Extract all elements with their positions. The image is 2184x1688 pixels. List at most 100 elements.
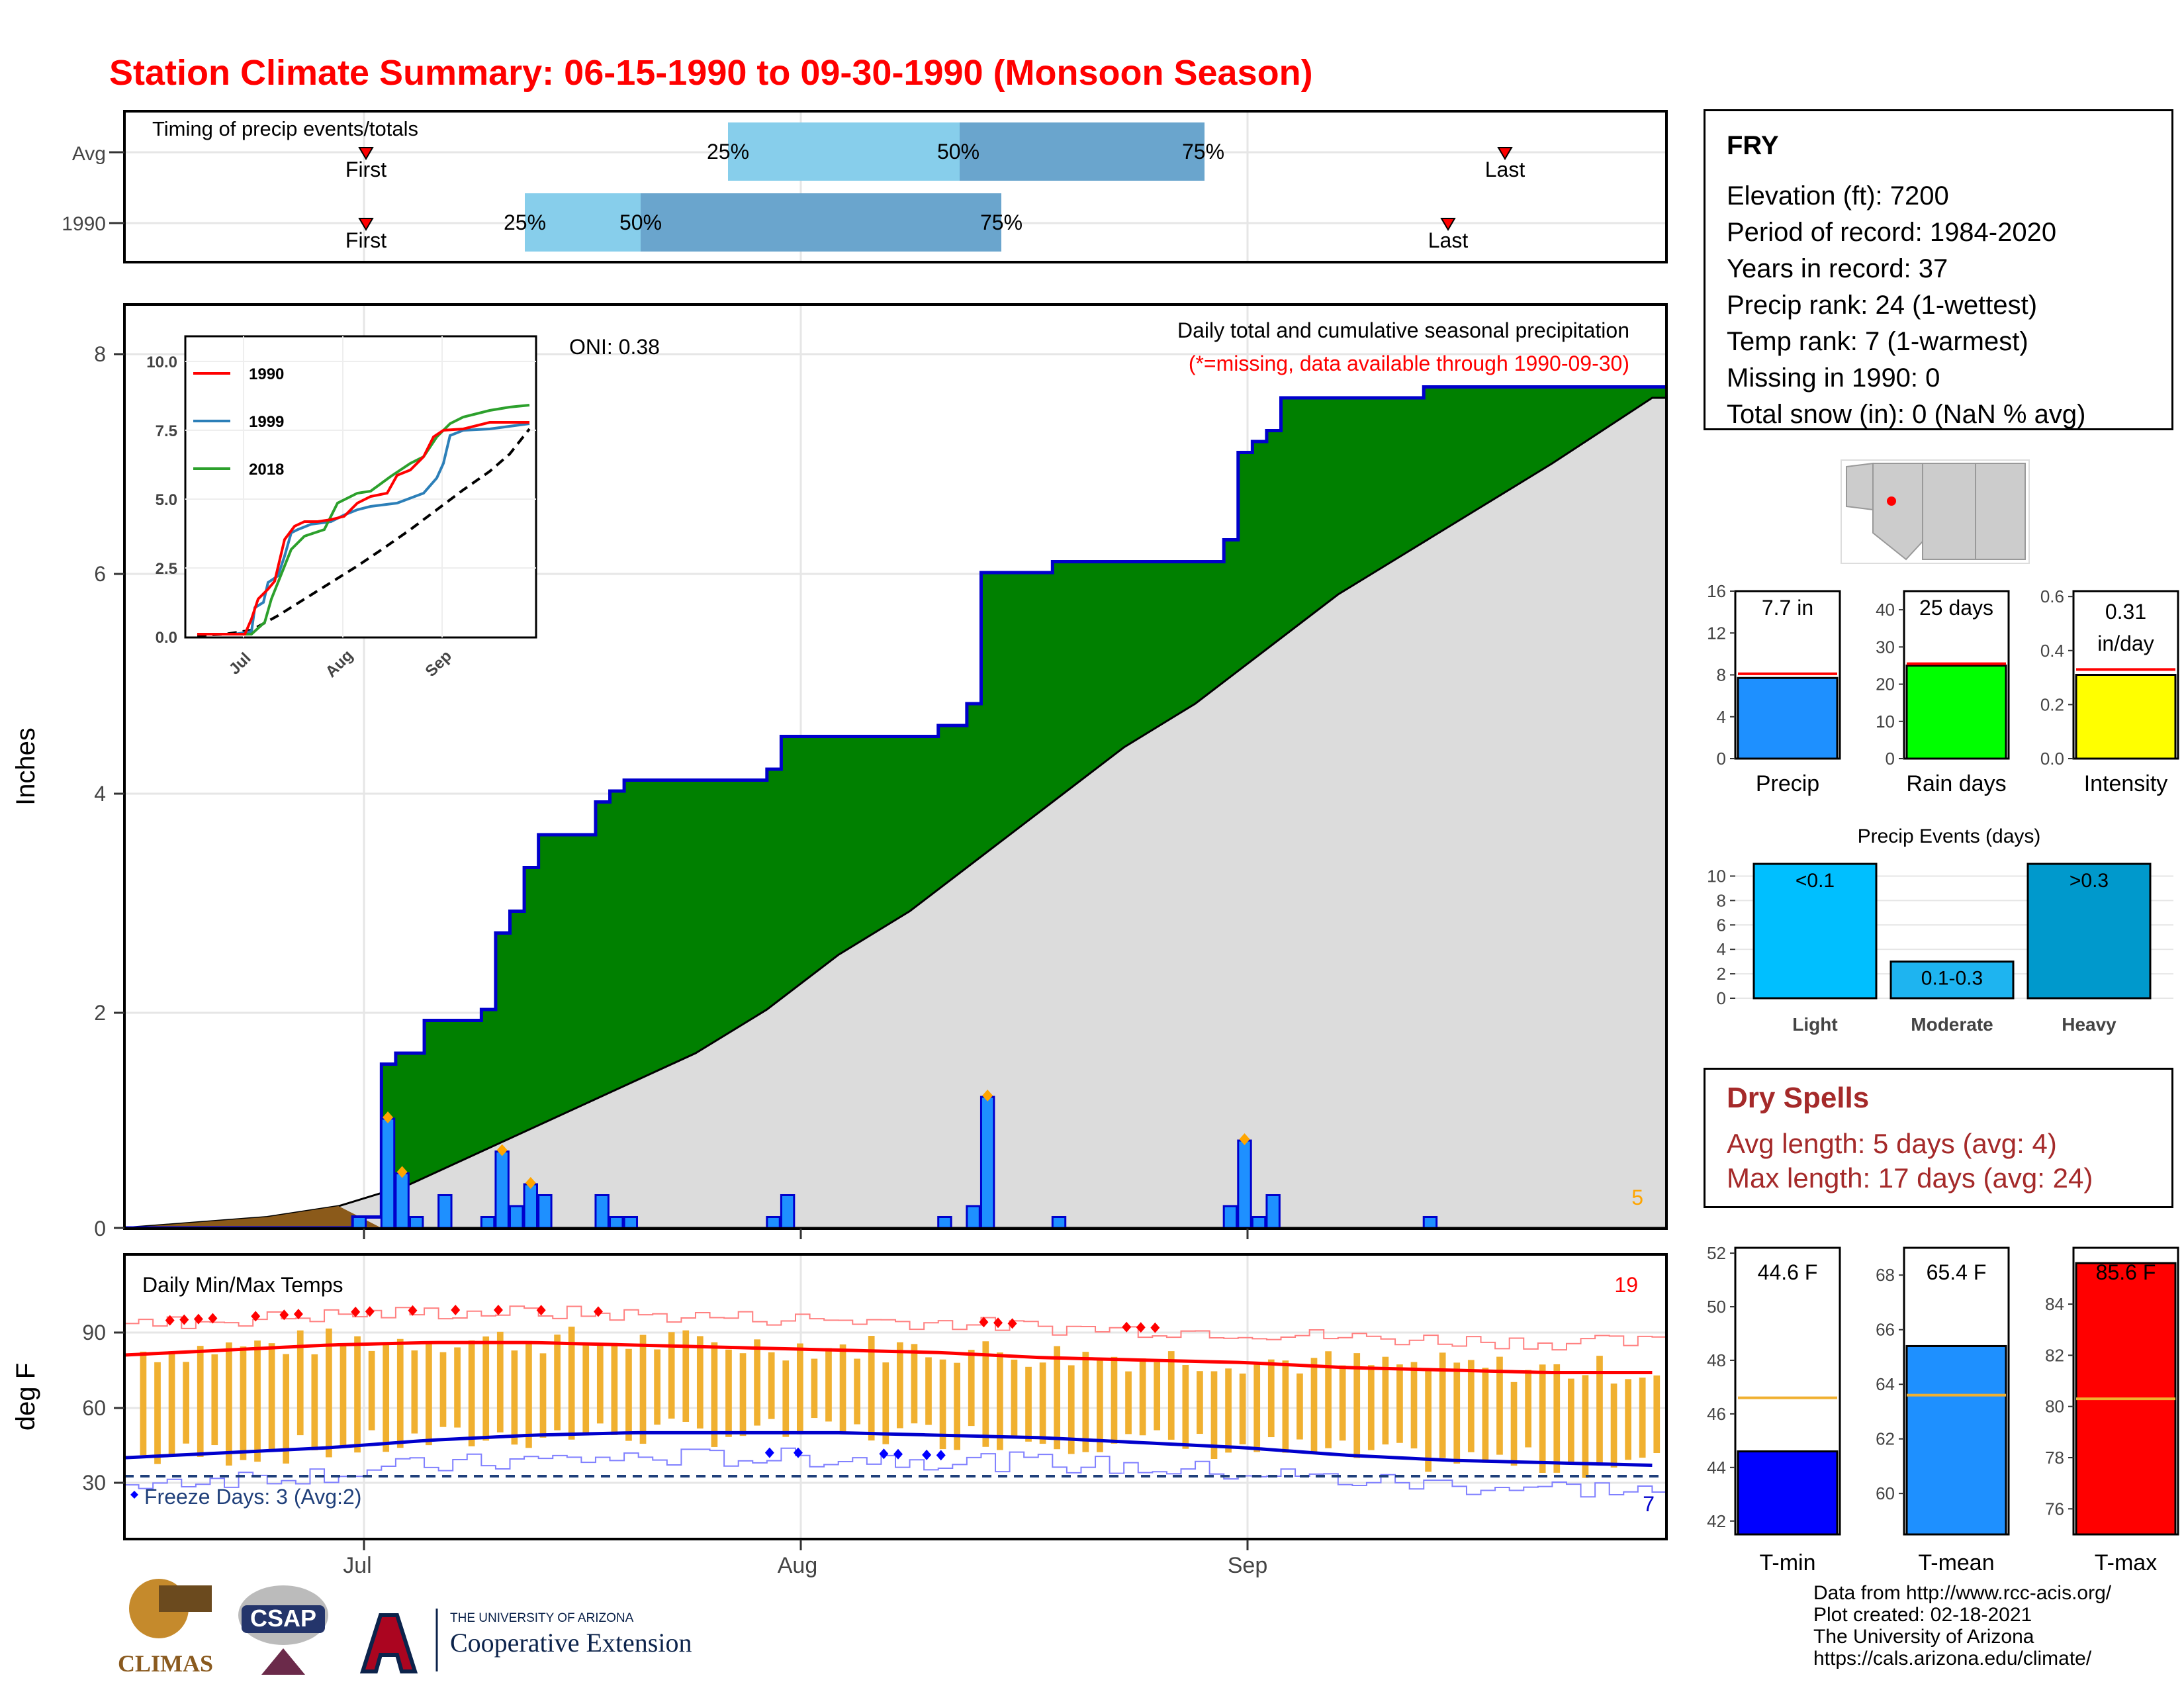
map-state-newmexico bbox=[1922, 463, 1976, 560]
event-bar-label: Heavy bbox=[2062, 1014, 2116, 1035]
credit-plot-created: Plot created: 02-18-2021 bbox=[1813, 1604, 2032, 1626]
daily-temp-range-bar bbox=[140, 1351, 147, 1456]
freeze-days-label: Freeze Days: 3 (Avg:2) bbox=[144, 1485, 361, 1509]
temp-bar-ytick: 84 bbox=[2045, 1294, 2064, 1314]
daily-precip-bar bbox=[494, 1150, 510, 1229]
record-high-marker bbox=[193, 1313, 203, 1325]
daily-precip-marker bbox=[383, 1111, 394, 1123]
deficit-area bbox=[124, 1206, 382, 1228]
y1990-last-label: Last bbox=[1428, 228, 1469, 252]
precip-frame bbox=[123, 303, 1668, 1230]
daily-temp-range-bar bbox=[426, 1344, 432, 1446]
mini-bar-value-label: 0.31 bbox=[2105, 600, 2146, 624]
daily-temp-range-bar bbox=[1482, 1368, 1489, 1463]
daily-temp-range-bar bbox=[368, 1350, 375, 1430]
daily-temp-range-bar bbox=[639, 1335, 647, 1444]
temp-bar-ytick: 50 bbox=[1707, 1297, 1726, 1317]
inset-xtick-sep: Sep bbox=[422, 647, 455, 680]
daily-precip-bar bbox=[351, 1216, 367, 1229]
record-high-marker bbox=[251, 1311, 261, 1322]
temp-bar-ytick: 60 bbox=[1876, 1483, 1895, 1503]
y1990-25pct-label: 25% bbox=[504, 211, 546, 234]
timing-row-avg-label: Avg bbox=[72, 143, 106, 165]
inset-ytick-5: 5.0 bbox=[156, 491, 177, 509]
daily-precip-bar bbox=[537, 1194, 553, 1229]
events-ytick: 8 bbox=[1717, 890, 1726, 910]
event-bar bbox=[2026, 863, 2152, 1000]
daily-temp-range-bar bbox=[725, 1349, 732, 1437]
record-high-marker bbox=[165, 1315, 175, 1326]
precip-events-chart: Precip Events (days) 0 2 4 6 8 10 <0.1 Light 0.1… bbox=[1707, 825, 2173, 1035]
daily-precip-bar bbox=[780, 1194, 796, 1229]
record-high-marker bbox=[451, 1304, 461, 1315]
daily-temp-range-bar bbox=[1239, 1373, 1246, 1444]
precip-ytick-6: 6 bbox=[94, 562, 106, 586]
daily-temp-range-bar bbox=[1396, 1364, 1403, 1443]
cumulative-1990-line bbox=[124, 385, 1666, 1230]
temp-bar-value-label: 85.6 F bbox=[2096, 1260, 2156, 1284]
daily-temp-range-bar bbox=[1339, 1365, 1346, 1441]
daily-temp-range-bar bbox=[868, 1336, 875, 1441]
event-bar-inner-label: <0.1 bbox=[1796, 870, 1835, 892]
event-bar-label: Moderate bbox=[1911, 1014, 1993, 1035]
daily-temp-range-bar bbox=[1539, 1364, 1546, 1473]
mini-bar-ytick: 0 bbox=[1717, 749, 1726, 769]
record-high-marker bbox=[1007, 1318, 1017, 1329]
precip-ylabel: Inches bbox=[11, 727, 40, 806]
record-high-marker bbox=[293, 1309, 303, 1320]
oni-label: ONI: 0.38 bbox=[569, 335, 660, 359]
temp-bar-ytick: 52 bbox=[1707, 1243, 1726, 1263]
inset-frame bbox=[184, 335, 537, 639]
temp-bar-ytick: 64 bbox=[1876, 1374, 1895, 1394]
daily-temp-range-bar bbox=[268, 1343, 275, 1452]
daily-precip-bar bbox=[766, 1216, 781, 1229]
map-state-right bbox=[1975, 463, 2026, 560]
event-bar-label: Light bbox=[1792, 1014, 1837, 1035]
mini-bar-value bbox=[1905, 664, 2007, 760]
location-map bbox=[1841, 459, 2030, 564]
temp-bar-ytick: 62 bbox=[1876, 1429, 1895, 1449]
temp-bar-ytick: 48 bbox=[1707, 1350, 1726, 1370]
precip-ytick-4: 4 bbox=[94, 782, 106, 806]
inset-1990-line bbox=[197, 421, 529, 635]
record-low-marker bbox=[893, 1448, 903, 1460]
daily-temp-range-bar bbox=[796, 1343, 803, 1435]
daily-temp-range-bar bbox=[254, 1340, 261, 1462]
daily-temp-range-bar bbox=[1310, 1358, 1318, 1453]
legend-label-1999: 1999 bbox=[249, 413, 284, 431]
daily-temp-range-bar bbox=[1553, 1364, 1561, 1473]
inset-ytick-0: 0.0 bbox=[156, 629, 177, 647]
daily-temp-range-bar bbox=[1111, 1356, 1118, 1444]
y1990-first-label: First bbox=[345, 228, 387, 252]
daily-temp-range-bar bbox=[454, 1347, 461, 1428]
daily-temp-range-bar bbox=[1567, 1378, 1574, 1463]
daily-temp-range-bar bbox=[383, 1342, 390, 1452]
daily-temp-range-bar bbox=[782, 1360, 790, 1437]
daily-temp-range-bar bbox=[439, 1352, 447, 1427]
daily-temp-range-bar bbox=[582, 1342, 590, 1434]
avg-last-label: Last bbox=[1485, 158, 1525, 181]
daily-temp-range-bar bbox=[226, 1342, 232, 1466]
mini-bar-label: Precip bbox=[1756, 771, 1819, 796]
daily-precip-bar bbox=[966, 1205, 981, 1229]
inset-ytick-10: 10.0 bbox=[146, 353, 177, 371]
y1990-first-marker bbox=[358, 218, 374, 231]
avg-first-label: First bbox=[345, 158, 387, 181]
precip-title-line1: Daily total and cumulative seasonal prec… bbox=[1177, 318, 1629, 342]
climas-logo: CLIMAS bbox=[118, 1579, 213, 1677]
timing-frame bbox=[123, 110, 1668, 263]
daily-temp-range-bar bbox=[1082, 1352, 1089, 1452]
daily-temp-range-bar bbox=[1367, 1365, 1375, 1450]
record-low-marker bbox=[793, 1447, 803, 1458]
daily-temp-range-bar bbox=[954, 1362, 961, 1450]
events-ytick: 10 bbox=[1707, 866, 1726, 886]
avg-second-quartile-bar bbox=[960, 122, 1205, 181]
daily-temp-range-bar bbox=[1439, 1352, 1446, 1458]
daily-temp-range-bar bbox=[354, 1336, 361, 1453]
record-high-marker bbox=[536, 1305, 546, 1316]
ua-a-mark bbox=[359, 1613, 418, 1673]
precip-title-line2: (*=missing, data available through 1990-… bbox=[1189, 352, 1629, 375]
dry-spells-avg-length: Avg length: 5 days (avg: 4) bbox=[1727, 1128, 2057, 1159]
daily-precip-bar bbox=[523, 1183, 538, 1229]
temp-bar-ytick: 66 bbox=[1876, 1320, 1895, 1340]
